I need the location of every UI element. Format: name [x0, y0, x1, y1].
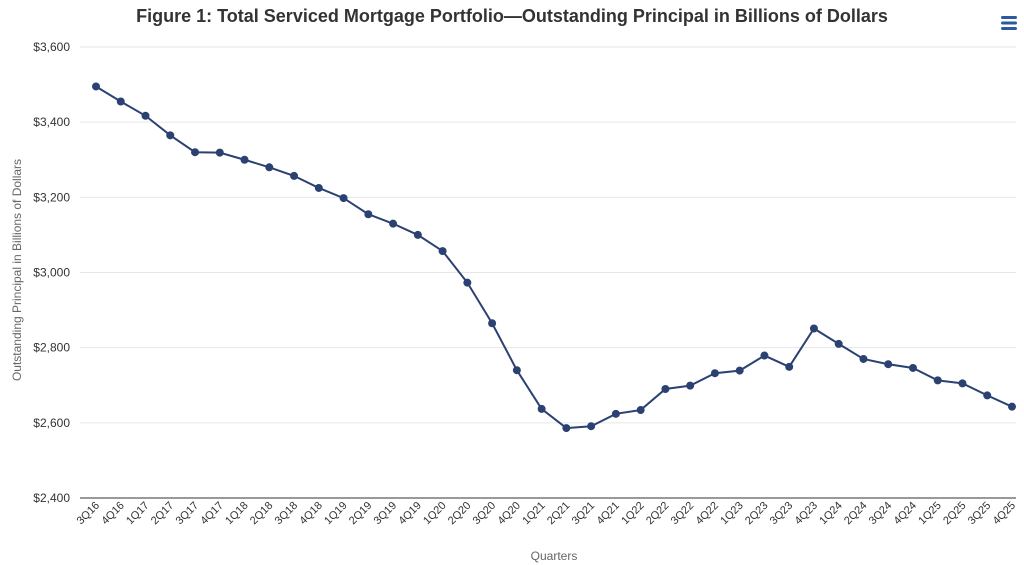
x-tick-label: 4Q20 — [495, 500, 523, 528]
data-point[interactable] — [141, 111, 150, 120]
x-tick-label: 4Q24 — [892, 500, 920, 528]
data-point[interactable] — [364, 210, 373, 219]
data-point[interactable] — [562, 424, 571, 433]
data-point[interactable] — [191, 148, 200, 157]
x-tick-label: 4Q23 — [793, 500, 821, 528]
x-tick-label: 1Q23 — [718, 500, 746, 528]
data-point[interactable] — [438, 247, 447, 256]
data-point[interactable] — [611, 409, 620, 418]
x-tick-label: 2Q22 — [644, 500, 672, 528]
data-point[interactable] — [735, 366, 744, 375]
chart-menu-button[interactable] — [1000, 14, 1020, 32]
series-layer — [92, 82, 1016, 433]
data-point[interactable] — [686, 381, 695, 390]
y-axis-title: Outstanding Principal in Billions of Dol… — [10, 159, 24, 381]
data-point[interactable] — [240, 155, 249, 164]
x-tick-label: 1Q18 — [223, 500, 251, 528]
data-point[interactable] — [537, 404, 546, 413]
data-point[interactable] — [587, 422, 596, 431]
y-tick-label: $3,000 — [33, 266, 70, 280]
x-axis-title: Quarters — [531, 549, 578, 563]
x-tick-label: 3Q18 — [273, 500, 301, 528]
x-tick-label: 3Q19 — [372, 500, 400, 528]
data-point[interactable] — [389, 219, 398, 228]
x-tick-label: 2Q25 — [941, 500, 969, 528]
y-axis-ticks: $2,400 $2,600 $2,800 $3,000 $3,200 $3,400 $3,6… — [33, 40, 70, 505]
data-point[interactable] — [265, 163, 274, 172]
x-tick-label: 3Q17 — [174, 500, 202, 528]
y-tick-label: $3,600 — [33, 40, 70, 54]
data-point[interactable] — [116, 97, 125, 106]
x-tick-label: 3Q20 — [471, 500, 499, 528]
x-tick-label: 3Q23 — [768, 500, 796, 528]
chart-title: Figure 1: Total Serviced Mortgage Portfo… — [136, 6, 888, 26]
data-point[interactable] — [314, 183, 323, 192]
x-tick-label: 4Q18 — [297, 500, 325, 528]
x-tick-label: 1Q22 — [619, 500, 647, 528]
y-tick-label: $3,400 — [33, 115, 70, 129]
y-tick-label: $2,800 — [33, 341, 70, 355]
data-point[interactable] — [785, 362, 794, 371]
data-point[interactable] — [933, 376, 942, 385]
series-line — [95, 85, 1013, 430]
y-tick-label: $3,200 — [33, 190, 70, 204]
data-point[interactable] — [834, 339, 843, 348]
data-point[interactable] — [760, 351, 769, 360]
x-tick-label: 4Q19 — [396, 500, 424, 528]
x-tick-label: 4Q21 — [594, 500, 622, 528]
data-point[interactable] — [1008, 402, 1016, 411]
y-tick-label: $2,400 — [33, 491, 70, 505]
x-tick-label: 3Q22 — [669, 500, 697, 528]
x-tick-label: 1Q19 — [322, 500, 350, 528]
x-tick-label: 3Q16 — [75, 500, 103, 528]
x-tick-label: 2Q23 — [743, 500, 771, 528]
data-point[interactable] — [166, 131, 175, 140]
data-point[interactable] — [661, 385, 670, 394]
x-tick-label: 2Q21 — [545, 500, 573, 528]
data-point[interactable] — [339, 194, 348, 203]
data-point[interactable] — [215, 148, 224, 157]
hamburger-menu-icon — [1001, 16, 1017, 30]
data-point[interactable] — [413, 230, 422, 239]
x-tick-label: 2Q19 — [347, 500, 375, 528]
data-point[interactable] — [463, 278, 472, 287]
x-tick-label: 2Q24 — [842, 500, 870, 528]
data-point[interactable] — [983, 391, 992, 400]
data-point[interactable] — [958, 379, 967, 388]
y-tick-label: $2,600 — [33, 416, 70, 430]
data-point[interactable] — [92, 82, 100, 91]
x-tick-label: 1Q24 — [817, 500, 845, 528]
x-tick-label: 4Q22 — [694, 500, 722, 528]
x-tick-label: 1Q25 — [916, 500, 944, 528]
data-point[interactable] — [859, 354, 868, 363]
data-point[interactable] — [908, 363, 917, 372]
data-point[interactable] — [636, 406, 645, 415]
x-tick-label: 4Q17 — [198, 500, 226, 528]
x-tick-label: 1Q17 — [124, 500, 152, 528]
data-point[interactable] — [710, 369, 719, 378]
x-tick-label: 3Q24 — [867, 500, 895, 528]
x-axis-ticks: 3Q164Q161Q172Q173Q174Q171Q182Q183Q184Q18… — [75, 500, 1019, 528]
data-point[interactable] — [488, 319, 497, 328]
x-tick-label: 2Q20 — [446, 500, 474, 528]
x-tick-label: 3Q21 — [570, 500, 598, 528]
x-tick-label: 2Q17 — [149, 500, 177, 528]
x-tick-label: 1Q21 — [520, 500, 548, 528]
x-tick-label: 1Q20 — [421, 500, 449, 528]
data-point[interactable] — [512, 366, 521, 375]
grid-layer — [80, 46, 1016, 499]
x-tick-label: 4Q25 — [991, 500, 1019, 528]
x-tick-label: 2Q18 — [248, 500, 276, 528]
data-point[interactable] — [809, 324, 818, 333]
x-tick-label: 4Q16 — [99, 500, 127, 528]
x-tick-label: 3Q25 — [966, 500, 994, 528]
data-point[interactable] — [884, 360, 893, 369]
data-point[interactable] — [290, 171, 299, 180]
